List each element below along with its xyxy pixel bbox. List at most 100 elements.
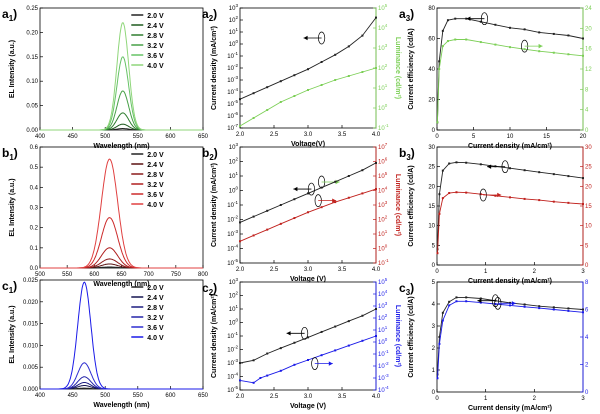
data-point <box>567 34 570 37</box>
data-point <box>259 377 262 379</box>
x-tick-label: 650 <box>116 272 127 278</box>
data-point <box>567 201 570 204</box>
data-point <box>465 300 468 303</box>
legend-entry: 3.2 V <box>147 43 164 50</box>
x-tick-label: 2.0 <box>236 132 245 138</box>
x-tick-label: 2.5 <box>270 394 279 400</box>
legend-entry: 3.2 V <box>147 182 164 189</box>
data-point <box>307 211 309 214</box>
data-point <box>494 303 497 305</box>
plot-frame-b2 <box>239 146 377 264</box>
data-point <box>509 196 511 199</box>
data-point <box>307 336 309 339</box>
data-point <box>307 68 309 71</box>
x-tick-label: 450 <box>68 393 79 399</box>
spectrum-line-a1 <box>40 112 203 131</box>
data-point <box>455 161 458 164</box>
y-tick-label: 10-1 <box>227 200 238 209</box>
data-point <box>479 163 482 166</box>
data-point <box>347 45 350 48</box>
y2-axis-title: Luminance (cd/m²) <box>394 305 401 367</box>
x-tick-label: 700 <box>144 272 155 278</box>
y2-tick-label: 101 <box>378 83 388 92</box>
y-tick-label: 3 <box>432 324 436 330</box>
x-axis-title: Wavelength (nm) <box>93 281 149 288</box>
y-tick-label: 0.25 <box>26 6 38 12</box>
y-tick-label: 10-2 <box>227 215 238 224</box>
y-tick-label: 0.10 <box>26 79 38 85</box>
y-tick-label: 10-1 <box>227 331 238 340</box>
x-axis-title: Current density (mA/cm²) <box>468 278 552 285</box>
y-tick-label: 0.015 <box>23 322 39 328</box>
y2-tick-label: 12 <box>585 67 592 73</box>
series-line-right <box>239 67 377 127</box>
data-point <box>465 296 468 299</box>
y-axis-title: Current density (mA/cm²) <box>211 294 218 378</box>
y-tick-label: 10-2 <box>227 345 238 354</box>
spectrum-line-c1 <box>40 281 203 390</box>
series-line-right <box>436 39 584 123</box>
y2-tick-label: 0 <box>585 390 589 396</box>
y2-tick-label: 104 <box>378 23 388 32</box>
series-line-right <box>239 335 377 384</box>
data-point <box>361 192 364 195</box>
x-tick-label: 3.0 <box>304 394 313 400</box>
legend-entry: 3.6 V <box>147 192 164 199</box>
data-point <box>567 175 570 178</box>
y2-tick-label: 4 <box>585 335 589 341</box>
x-tick-label: 3.5 <box>338 267 347 273</box>
data-point <box>454 38 457 41</box>
y-tick-label: 10-6 <box>227 111 238 120</box>
legend-entry: 2.4 V <box>147 295 164 302</box>
y-axis-title: Current efficiency (cd/A) <box>408 296 415 377</box>
x-tick-label: 10 <box>507 134 514 140</box>
data-point <box>538 31 541 34</box>
data-point <box>252 215 255 218</box>
y-tick-label: 0 <box>432 263 436 269</box>
y-tick-label: 101 <box>229 171 239 180</box>
y2-tick-label: 10-4 <box>378 385 389 394</box>
y2-tick-label: 0 <box>585 128 589 134</box>
legend-entry: 4.0 V <box>147 63 164 70</box>
legend-entry: 3.2 V <box>147 315 164 322</box>
legend-entry: 4.0 V <box>147 335 164 342</box>
data-point <box>448 192 451 195</box>
data-point <box>293 198 296 201</box>
plot-frame-a2 <box>239 7 377 129</box>
y-tick-label: 0.000 <box>23 387 39 393</box>
y2-tick-label: 2 <box>585 363 589 369</box>
x-tick-label: 600 <box>89 272 100 278</box>
y-tick-label: 2 <box>432 346 436 352</box>
data-point <box>448 162 451 165</box>
data-point <box>361 34 364 37</box>
y2-tick-label: 101 <box>378 325 388 334</box>
data-point <box>293 363 296 366</box>
panel-c1: c1) 400 450 500 550 600 650 Wavelength (nm) 0.00… <box>2 278 209 409</box>
data-point <box>479 41 482 44</box>
data-point <box>436 377 439 380</box>
y-tick-label: 10-4 <box>227 87 238 96</box>
x-tick-label: 3.5 <box>338 394 347 400</box>
data-point <box>266 352 269 355</box>
legend-entry: 4.0 V <box>147 202 164 209</box>
y-tick-label: 102 <box>229 291 239 300</box>
data-point <box>334 201 337 204</box>
y-tick-label: 0.15 <box>26 55 38 61</box>
y-tick-label: 0.0 <box>30 266 39 272</box>
y-axis-title: EL Intensity (a.u.) <box>9 305 16 363</box>
y2-tick-label: 20 <box>585 184 592 190</box>
y-tick-label: 103 <box>229 142 239 151</box>
x-tick-label: 3.0 <box>304 267 313 273</box>
data-point <box>239 240 241 243</box>
data-point <box>438 336 441 338</box>
y-tick-label: 0 <box>432 128 436 134</box>
data-point <box>465 191 468 194</box>
data-point <box>441 29 444 32</box>
x-tick-label: 3 <box>581 269 585 275</box>
y2-tick-label: 16 <box>585 47 592 53</box>
data-point <box>320 84 323 86</box>
data-point <box>552 173 555 176</box>
arrow-head <box>538 43 543 49</box>
panel-label-a3: a3) <box>399 7 414 23</box>
data-point <box>347 196 350 199</box>
